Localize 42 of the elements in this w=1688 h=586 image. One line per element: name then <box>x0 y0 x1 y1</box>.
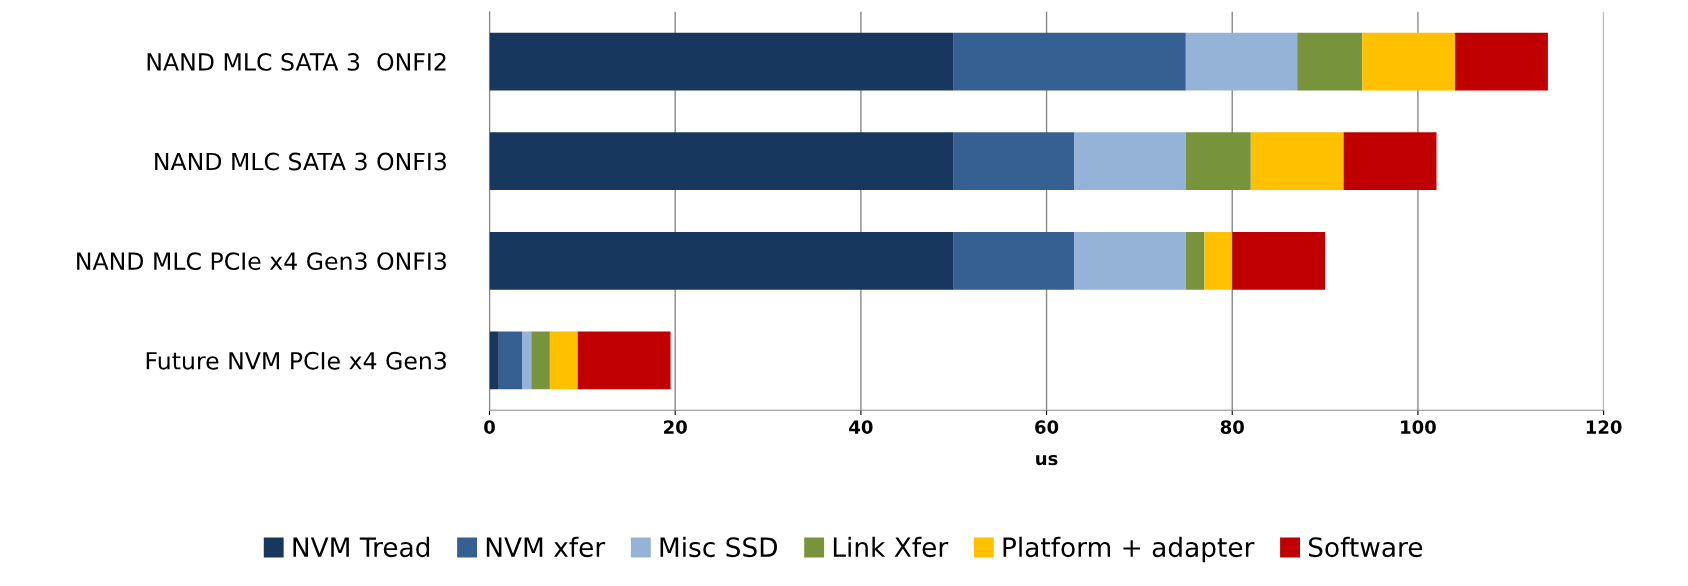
bar <box>1343 132 1437 191</box>
x-tick-label: 20 <box>664 420 687 434</box>
x-tick-label: 0 <box>484 420 495 434</box>
x-tick-label: 40 <box>849 420 873 434</box>
bar <box>1250 132 1344 191</box>
x-tick-label: 80 <box>1220 420 1244 434</box>
bar <box>1232 231 1326 290</box>
x-axis-title: us <box>1036 454 1058 466</box>
legend-label: Misc SSD <box>660 536 777 558</box>
bar <box>1297 32 1363 91</box>
x-tick-label: 60 <box>1035 420 1059 434</box>
bar <box>953 32 1186 91</box>
legend-label: Platform + adapter <box>1003 536 1255 563</box>
bar <box>489 32 954 91</box>
bar <box>498 331 523 390</box>
bar <box>1185 32 1298 91</box>
legend-label: NVM Tread <box>293 536 430 558</box>
bar <box>531 331 550 390</box>
x-tick-label: 120 <box>1586 420 1622 434</box>
bar <box>1074 132 1186 191</box>
legend-label: NVM xfer <box>486 536 606 558</box>
bar <box>1204 231 1233 290</box>
bar <box>1074 231 1186 290</box>
bar <box>1185 132 1251 191</box>
bar <box>953 231 1075 290</box>
bar <box>1185 231 1205 290</box>
bar <box>1455 32 1548 91</box>
legend-label: Software <box>1308 536 1423 558</box>
bar <box>489 231 954 290</box>
bar <box>577 331 671 390</box>
bar <box>1362 32 1456 91</box>
bar <box>953 132 1075 191</box>
bar <box>549 331 578 390</box>
legend-label: Link Xfer <box>833 536 949 558</box>
y-tick-label: NAND MLC SATA 3 ONFI2 <box>147 52 446 71</box>
y-tick-label: Future NVM PCIe x4 Gen3 <box>146 351 446 370</box>
x-tick-label: 100 <box>1401 420 1436 434</box>
bar <box>522 331 532 390</box>
bar <box>489 132 954 191</box>
bar <box>489 331 499 390</box>
y-tick-label: NAND MLC SATA 3 ONFI3 <box>155 152 446 171</box>
y-tick-label: NAND MLC PCIe x4 Gen3 ONFI3 <box>77 252 446 271</box>
